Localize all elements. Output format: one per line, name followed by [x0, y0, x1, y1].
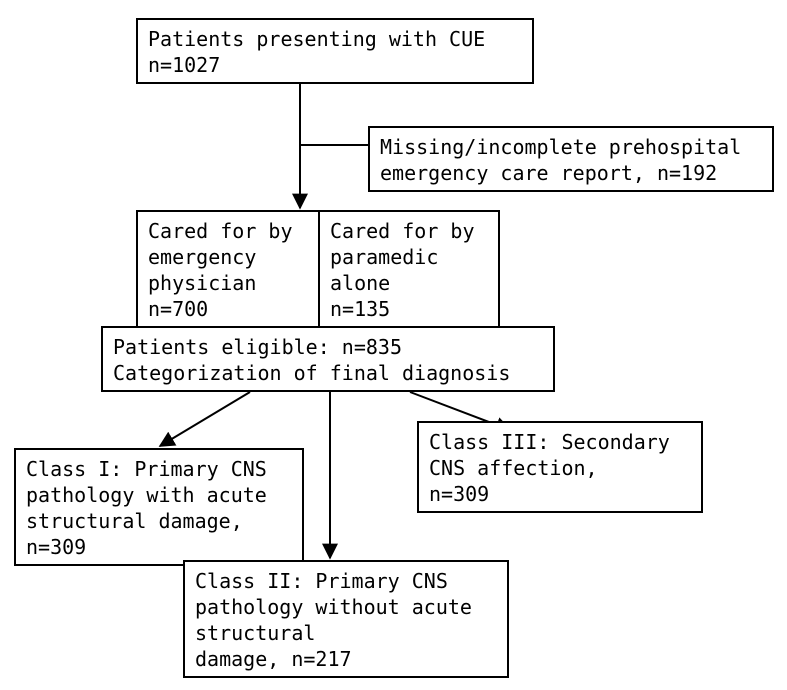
- node-class1-line1: Class I: Primary CNS: [26, 456, 292, 482]
- node-class3: Class III: Secondary CNS affection, n=30…: [417, 421, 703, 513]
- node-top: Patients presenting with CUE n=1027: [136, 18, 534, 84]
- node-eligible-line2: Categorization of final diagnosis: [113, 360, 543, 386]
- node-class2-line1: Class II: Primary CNS: [195, 568, 497, 594]
- node-missing: Missing/incomplete prehospital emergency…: [368, 126, 774, 192]
- node-class1-line2: pathology with acute: [26, 482, 292, 508]
- node-missing-line1: Missing/incomplete prehospital: [380, 134, 762, 160]
- node-class2: Class II: Primary CNS pathology without …: [183, 560, 509, 678]
- node-class3-line2: CNS affection,: [429, 455, 691, 481]
- node-top-line1: Patients presenting with CUE: [148, 26, 522, 52]
- node-cared-physician-line4: n=700: [148, 296, 308, 322]
- node-cared-paramedic-line4: n=135: [330, 296, 488, 322]
- node-cared-physician-line3: physician: [148, 270, 308, 296]
- node-cared-paramedic: Cared for by paramedic alone n=135: [318, 210, 500, 328]
- node-class2-line4: damage, n=217: [195, 646, 497, 672]
- node-class2-line2: pathology without acute: [195, 594, 497, 620]
- node-cared-paramedic-line1: Cared for by: [330, 218, 488, 244]
- node-cared-physician-line2: emergency: [148, 244, 308, 270]
- node-class3-line3: n=309: [429, 481, 691, 507]
- node-top-line2: n=1027: [148, 52, 522, 78]
- node-class1: Class I: Primary CNS pathology with acut…: [14, 448, 304, 566]
- node-eligible: Patients eligible: n=835 Categorization …: [101, 326, 555, 392]
- node-class1-line4: n=309: [26, 534, 292, 560]
- node-class3-line1: Class III: Secondary: [429, 429, 691, 455]
- flowchart-canvas: Patients presenting with CUE n=1027 Miss…: [0, 0, 787, 690]
- node-cared-physician-line1: Cared for by: [148, 218, 308, 244]
- node-cared-physician: Cared for by emergency physician n=700: [136, 210, 320, 328]
- node-class2-line3: structural: [195, 620, 497, 646]
- node-cared-paramedic-line3: alone: [330, 270, 488, 296]
- node-class1-line3: structural damage,: [26, 508, 292, 534]
- node-eligible-line1: Patients eligible: n=835: [113, 334, 543, 360]
- node-cared-paramedic-line2: paramedic: [330, 244, 488, 270]
- node-missing-line2: emergency care report, n=192: [380, 160, 762, 186]
